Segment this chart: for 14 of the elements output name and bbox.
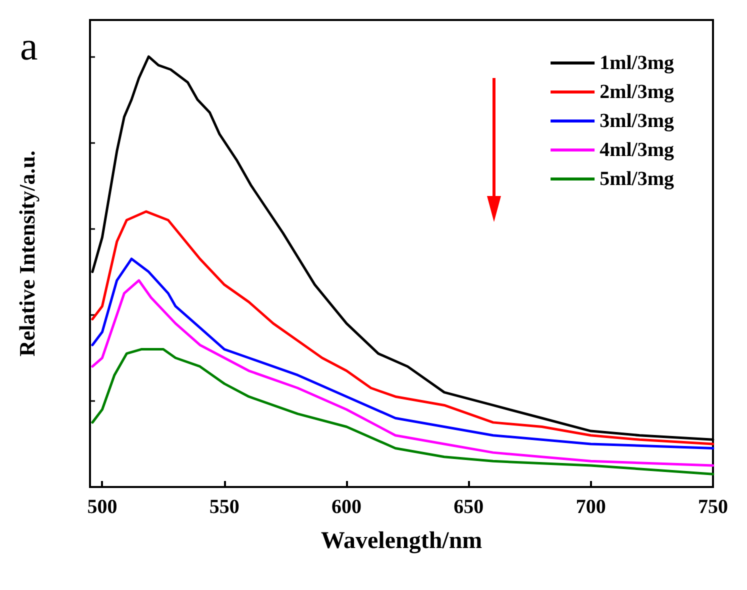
x-tick-label: 750 xyxy=(698,496,728,518)
x-tick-label: 650 xyxy=(454,496,484,518)
legend-label: 1ml/3mg xyxy=(600,52,674,74)
legend-label: 2ml/3mg xyxy=(600,81,674,103)
x-tick-label: 500 xyxy=(87,496,118,518)
x-axis-title: Wavelength/nm xyxy=(320,528,482,554)
x-tick-label: 600 xyxy=(332,496,362,518)
legend-label: 5ml/3mg xyxy=(600,168,674,190)
x-tick-label: 550 xyxy=(209,496,240,518)
legend-label: 4ml/3mg xyxy=(600,139,674,161)
legend-label: 3ml/3mg xyxy=(600,110,674,132)
y-axis-title: Relative Intensity/a.u. xyxy=(14,150,40,356)
x-tick-label: 700 xyxy=(576,496,606,518)
text: a xyxy=(20,24,38,68)
